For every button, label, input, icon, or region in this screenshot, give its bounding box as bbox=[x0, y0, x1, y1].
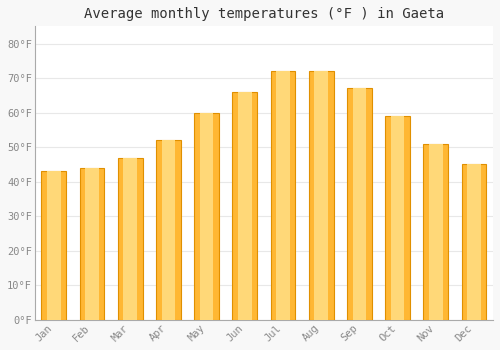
Bar bbox=[124, 158, 137, 320]
Bar bbox=[467, 164, 481, 320]
Bar bbox=[276, 71, 290, 320]
Bar bbox=[352, 89, 366, 320]
Bar bbox=[85, 168, 99, 320]
Bar bbox=[314, 71, 328, 320]
Bar bbox=[162, 140, 175, 320]
Bar bbox=[347, 89, 372, 320]
Bar bbox=[200, 113, 213, 320]
Bar bbox=[309, 71, 334, 320]
Bar bbox=[385, 116, 410, 320]
Bar bbox=[47, 172, 60, 320]
Bar bbox=[238, 92, 252, 320]
Bar bbox=[156, 140, 181, 320]
Bar bbox=[194, 113, 219, 320]
Bar bbox=[390, 116, 404, 320]
Bar bbox=[429, 144, 442, 320]
Bar bbox=[424, 144, 448, 320]
Bar bbox=[42, 172, 66, 320]
Title: Average monthly temperatures (°F ) in Gaeta: Average monthly temperatures (°F ) in Ga… bbox=[84, 7, 444, 21]
Bar bbox=[118, 158, 142, 320]
Bar bbox=[80, 168, 104, 320]
Bar bbox=[270, 71, 295, 320]
Bar bbox=[232, 92, 257, 320]
Bar bbox=[462, 164, 486, 320]
